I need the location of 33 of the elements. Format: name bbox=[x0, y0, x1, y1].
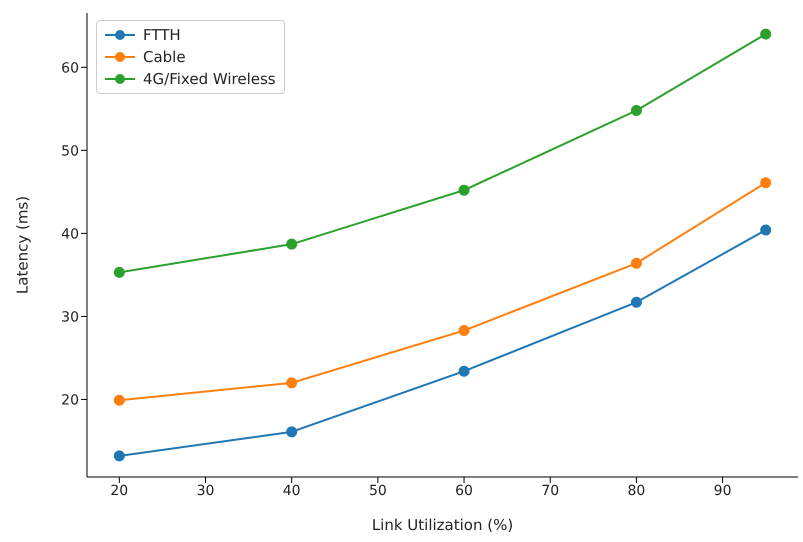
x-tick-label: 20 bbox=[110, 482, 128, 499]
point bbox=[114, 394, 125, 406]
x-tick-label: 30 bbox=[196, 482, 214, 499]
y-tick-label: 40 bbox=[61, 226, 79, 242]
y-axis-title: Latency (ms) bbox=[13, 196, 32, 294]
legend-label: FTTH bbox=[143, 25, 181, 46]
x-tick-label: 50 bbox=[368, 482, 387, 499]
x-tick-label: 60 bbox=[455, 482, 473, 499]
point bbox=[458, 184, 470, 196]
point bbox=[630, 258, 642, 269]
x-tick-label: 40 bbox=[282, 482, 301, 499]
point bbox=[286, 238, 298, 250]
x-tick-label: 80 bbox=[627, 482, 646, 499]
x-tick-label: 90 bbox=[714, 482, 732, 499]
point bbox=[760, 177, 772, 188]
point bbox=[286, 377, 298, 388]
y-tick-label: 60 bbox=[61, 60, 79, 76]
point bbox=[630, 104, 642, 116]
point bbox=[630, 296, 642, 308]
y-tick-label: 50 bbox=[61, 143, 79, 160]
point bbox=[760, 224, 772, 236]
point bbox=[458, 325, 470, 336]
x-tick-label: 70 bbox=[541, 482, 560, 499]
point bbox=[760, 28, 772, 40]
x-axis-title: Link Utilization (%) bbox=[372, 516, 514, 534]
point bbox=[114, 450, 125, 462]
point bbox=[286, 426, 298, 438]
y-tick-label: 30 bbox=[61, 309, 79, 326]
point bbox=[458, 366, 470, 377]
legend-label: Cable bbox=[143, 47, 186, 68]
y-tick-label: 20 bbox=[61, 392, 79, 408]
point bbox=[114, 266, 125, 278]
legend-label: 4G/Fixed Wireless bbox=[143, 69, 276, 90]
